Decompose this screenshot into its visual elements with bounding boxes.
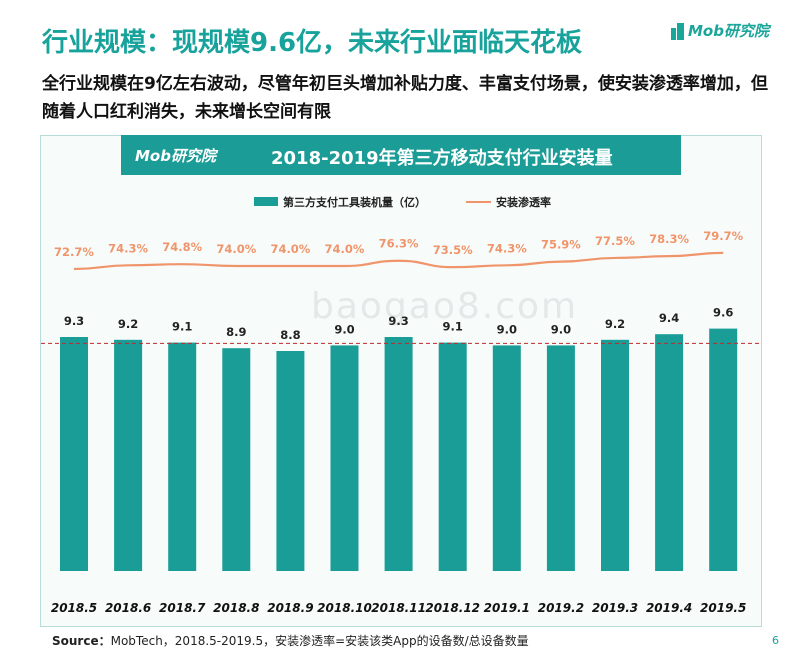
line-data-label: 74.8% bbox=[162, 240, 202, 254]
bar-data-label: 9.4 bbox=[659, 311, 679, 325]
chart-header-logo: Mob研究院 bbox=[135, 147, 216, 165]
x-tick-label: 2018.12 bbox=[425, 601, 480, 615]
line-data-label: 77.5% bbox=[595, 234, 635, 248]
x-tick-label: 2019.3 bbox=[592, 601, 638, 615]
legend-bar-label: 第三方支付工具装机量（亿） bbox=[283, 195, 426, 209]
line-data-label: 74.0% bbox=[216, 242, 256, 256]
x-tick-label: 2018.5 bbox=[51, 601, 97, 615]
line-data-label: 75.9% bbox=[541, 238, 581, 252]
line-data-label: 74.3% bbox=[487, 241, 527, 255]
line-data-label: 78.3% bbox=[649, 232, 689, 246]
bar-data-label: 8.8 bbox=[280, 328, 300, 342]
line-data-label: 72.7% bbox=[54, 245, 94, 259]
bar-data-label: 9.0 bbox=[551, 322, 571, 336]
bar-data-label: 9.0 bbox=[497, 322, 517, 336]
chart-title: 2018-2019年第三方移动支付行业安装量 bbox=[271, 148, 613, 169]
bar-data-label: 9.2 bbox=[118, 317, 138, 331]
bar bbox=[492, 345, 521, 571]
chart: 第三方支付工具装机量（亿） 安装渗透率 9.3 9.2 9.1 8.9 8.8 9.0 9.3 9… bbox=[41, 195, 761, 615]
slide-subtitle: 全行业规模在9亿左右波动，尽管年初巨头增加补贴力度、丰富支付场景，使安装渗透率增… bbox=[42, 74, 768, 122]
watermark: baogao8.com bbox=[311, 286, 579, 327]
line-data-label: 73.5% bbox=[433, 243, 473, 257]
x-tick-label: 2018.11 bbox=[371, 601, 426, 615]
bar bbox=[601, 339, 629, 571]
footnote: Source：MobTech，2018.5-2019.5，安装渗透率=安装该类A… bbox=[52, 632, 529, 649]
chart-panel: Mob研究院 2018-2019年第三方移动支付行业安装量 baogao8.co… bbox=[40, 135, 762, 627]
x-tick-label: 2018.9 bbox=[267, 601, 313, 615]
mob-logo: Mob研究院 bbox=[670, 20, 782, 42]
building-icon bbox=[671, 23, 684, 40]
bar-data-label: 9.0 bbox=[334, 322, 354, 336]
footnote-label: Source： bbox=[52, 634, 111, 648]
x-tick-label: 2018.7 bbox=[159, 601, 206, 615]
bar bbox=[655, 334, 684, 571]
line-data-label: 74.3% bbox=[108, 241, 148, 255]
x-tick-label: 2018.8 bbox=[213, 601, 259, 615]
x-tick-label: 2019.1 bbox=[484, 601, 530, 615]
slide-title: 行业规模：现规模9.6亿，未来行业面临天花板 bbox=[42, 28, 583, 58]
bar bbox=[222, 348, 251, 571]
bar bbox=[330, 345, 359, 571]
bar bbox=[384, 337, 413, 571]
x-tick-label: 2019.5 bbox=[700, 601, 746, 615]
legend-line-label: 安装渗透率 bbox=[496, 195, 551, 209]
x-tick-label: 2018.6 bbox=[105, 601, 151, 615]
bar-data-label: 9.3 bbox=[64, 314, 84, 328]
chart-header-bar: Mob研究院 2018-2019年第三方移动支付行业安装量 bbox=[121, 135, 681, 175]
bar bbox=[114, 339, 143, 571]
line-data-label: 74.0% bbox=[325, 242, 365, 256]
bar bbox=[60, 337, 88, 571]
line-data-label: 76.3% bbox=[379, 237, 419, 251]
bar-data-label: 9.1 bbox=[443, 320, 463, 334]
footnote-text: MobTech，2018.5-2019.5，安装渗透率=安装该类App的设备数/… bbox=[110, 634, 529, 648]
penetration-line bbox=[73, 251, 724, 271]
bar bbox=[709, 328, 738, 571]
page-number: 6 bbox=[772, 634, 779, 647]
bar-data-label: 9.2 bbox=[605, 317, 625, 331]
bar-data-label: 9.3 bbox=[388, 314, 408, 328]
bar bbox=[276, 351, 305, 571]
legend-bar-swatch bbox=[254, 197, 278, 206]
bar-data-label: 9.6 bbox=[713, 306, 733, 320]
bar-data-label: 9.1 bbox=[172, 320, 192, 334]
logo-text: Mob研究院 bbox=[688, 22, 769, 40]
bar bbox=[546, 345, 575, 571]
x-tick-label: 2019.4 bbox=[646, 601, 692, 615]
bar bbox=[438, 342, 467, 571]
bar bbox=[168, 342, 197, 571]
line-data-label: 79.7% bbox=[703, 229, 743, 243]
x-tick-label: 2019.2 bbox=[538, 601, 584, 615]
line-data-label: 74.0% bbox=[270, 242, 310, 256]
bar-data-label: 8.9 bbox=[226, 325, 246, 339]
x-tick-label: 2018.10 bbox=[317, 601, 372, 615]
